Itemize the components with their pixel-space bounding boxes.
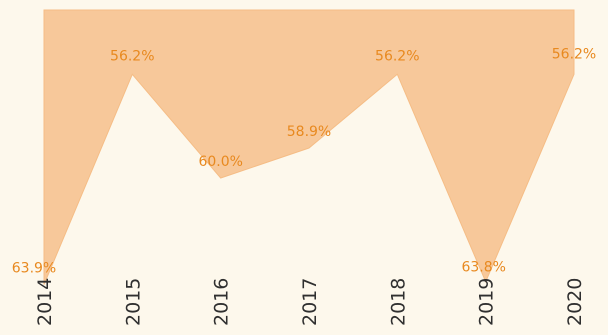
x-tick-2019: 2019: [476, 278, 498, 326]
x-tick-2020: 2020: [564, 278, 586, 326]
x-tick-2017: 2017: [299, 278, 321, 326]
value-labels: 63.9% 56.2% 60.0% 58.9% 56.2% 63.8% 56.2%: [12, 46, 596, 276]
x-tick-2015: 2015: [122, 278, 144, 326]
x-tick-2018: 2018: [387, 278, 409, 326]
data-label-2015: 56.2%: [110, 48, 154, 64]
data-label-2019: 63.8%: [461, 260, 505, 276]
area-series: [43, 9, 575, 285]
x-axis-tick-labels: 2014 2015 2016 2017 2018 2019 2020: [34, 278, 586, 326]
x-tick-2014: 2014: [34, 278, 56, 326]
x-tick-2016: 2016: [211, 278, 233, 326]
data-label-2020: 56.2%: [552, 46, 596, 62]
data-label-2014: 63.9%: [12, 261, 56, 277]
data-label-2018: 56.2%: [375, 48, 419, 64]
data-label-2016: 60.0%: [198, 154, 242, 170]
data-label-2017: 58.9%: [287, 124, 331, 140]
